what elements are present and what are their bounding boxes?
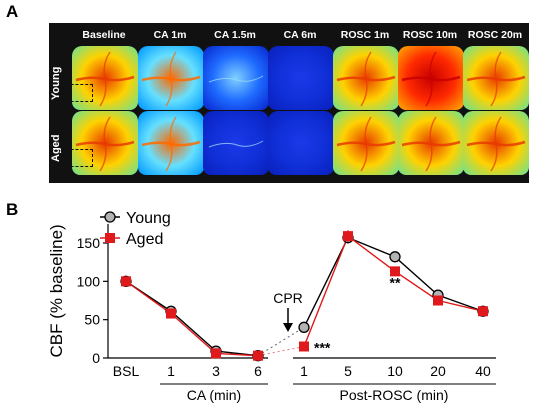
- y-tick-label-100: 100: [77, 273, 101, 289]
- series-line-young-0: [125, 280, 259, 357]
- x-tick-label-0: BSL: [113, 363, 140, 379]
- x-tick-label-7: 20: [430, 363, 446, 379]
- y-tick-label-50: 50: [84, 312, 100, 328]
- row-label-young: Young: [50, 66, 62, 100]
- y-tick-label-0: 0: [92, 350, 100, 366]
- point-young-4: [298, 321, 310, 333]
- significance-mark-1: **: [390, 274, 401, 290]
- group-label-rosc: Post-ROSC (min): [340, 387, 449, 403]
- significance-mark-0: ***: [314, 340, 331, 356]
- perfusion-image-young-5: [398, 46, 464, 110]
- column-header-5: ROSC 10m: [402, 29, 458, 41]
- point-aged-7: [433, 295, 443, 306]
- cbf-line-chart: 0 50 100 150 CBF (% baseline) BSL 1 3 6 1 5 10 20 40 C…: [47, 210, 496, 403]
- series-break-young: [257, 326, 305, 357]
- perfusion-image-aged-3: [268, 111, 334, 175]
- legend-label-aged: Aged: [126, 231, 163, 248]
- x-tick-label-4: 1: [300, 363, 308, 379]
- point-aged-2: [211, 348, 221, 359]
- perfusion-image-young-4: [333, 46, 399, 110]
- cpr-annotation: CPR: [273, 290, 303, 306]
- x-tick-label-6: 10: [387, 363, 403, 379]
- perfusion-image-aged-5: [398, 111, 464, 175]
- cpr-arrow-head: [283, 323, 293, 332]
- x-tick-label-1: 1: [167, 363, 175, 379]
- column-header-2: CA 1.5m: [214, 29, 256, 41]
- point-aged-1: [166, 308, 176, 319]
- panel-b-letter: B: [6, 200, 19, 219]
- row-label-aged: Aged: [50, 134, 62, 162]
- series-line-aged-0: [125, 280, 259, 357]
- series-break-aged: [257, 346, 305, 357]
- perfusion-image-aged-4: [333, 111, 399, 175]
- column-header-6: ROSC 20m: [467, 29, 523, 41]
- point-aged-0: [121, 276, 131, 287]
- legend-marker-young: [104, 211, 116, 223]
- panel-a-letter: A: [6, 2, 19, 21]
- x-tick-label-2: 3: [212, 363, 220, 379]
- perfusion-image-young-1: [138, 46, 204, 110]
- legend-marker-aged: [105, 233, 115, 243]
- perfusion-image-young-3: [268, 46, 334, 110]
- perfusion-image-young-6: [463, 46, 529, 110]
- column-header-4: ROSC 1m: [340, 29, 390, 41]
- point-aged-5: [343, 231, 353, 242]
- y-tick-label-150: 150: [77, 235, 101, 251]
- roi-box-young: [61, 84, 93, 102]
- y-axis-label: CBF (% baseline): [47, 224, 66, 357]
- perfusion-image-young-0: [72, 46, 138, 110]
- column-header-3: CA 6m: [283, 29, 317, 41]
- x-tick-label-5: 5: [344, 363, 352, 379]
- perfusion-image-aged-6: [463, 111, 529, 175]
- x-tick-label-8: 40: [475, 363, 491, 379]
- point-aged-3: [253, 350, 263, 361]
- point-young-6: [389, 251, 401, 263]
- perfusion-image-aged-0: [72, 111, 138, 175]
- column-header-0: Baseline: [82, 29, 126, 41]
- x-tick-label-3: 6: [254, 363, 262, 379]
- point-aged-4: [299, 341, 309, 352]
- legend-label-young: Young: [126, 210, 171, 227]
- column-header-1: CA 1m: [153, 29, 187, 41]
- point-aged-6: [390, 266, 400, 277]
- point-aged-8: [478, 306, 488, 317]
- group-label-ca: CA (min): [187, 387, 241, 403]
- perfusion-image-young-2: [203, 46, 269, 110]
- roi-box-aged: [61, 149, 93, 167]
- perfusion-image-aged-1: [138, 111, 204, 175]
- perfusion-image-aged-2: [203, 111, 269, 175]
